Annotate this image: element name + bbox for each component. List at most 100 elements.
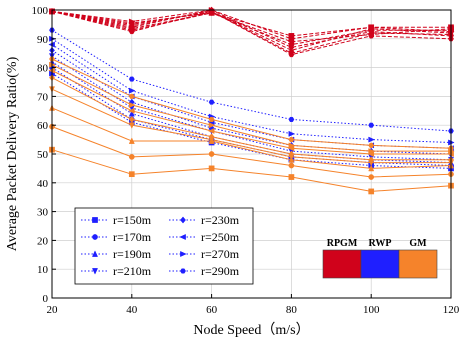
data-point	[128, 137, 135, 144]
series-rpgm-r-150m	[49, 8, 454, 39]
protocol-legend: RPGM RWP GM	[322, 238, 438, 279]
data-point	[368, 122, 375, 128]
series-line	[51, 10, 452, 43]
legend-label: r=210m	[113, 264, 152, 278]
data-point	[368, 188, 375, 195]
legend-marker	[92, 250, 98, 257]
series-rwp-r-170m	[49, 64, 454, 169]
y-tick-label: 30	[37, 207, 49, 219]
data-point	[368, 33, 375, 39]
data-point	[288, 142, 296, 149]
data-point	[208, 116, 215, 122]
series-gm-r-190m	[49, 104, 454, 172]
data-point	[128, 29, 135, 35]
series-line	[51, 10, 452, 54]
legend-label: r=150m	[113, 213, 152, 227]
legend-label: r=270m	[201, 247, 240, 261]
legend-marker	[179, 234, 186, 240]
series-line	[51, 10, 451, 46]
x-tick-label: 20	[47, 304, 59, 316]
data-point	[288, 174, 295, 180]
data-point	[208, 99, 215, 105]
series-rwp-r-290m	[49, 27, 454, 134]
series-rwp-r-190m	[49, 58, 454, 166]
data-point	[288, 43, 295, 51]
series-line	[51, 38, 452, 143]
data-point	[368, 174, 375, 180]
series-rpgm-r-290m	[49, 8, 454, 58]
series-line	[51, 29, 452, 132]
data-point	[128, 87, 136, 94]
series-rwp-r-270m	[49, 35, 455, 146]
protocol-swatch	[360, 249, 400, 279]
legend-marker	[92, 234, 98, 240]
series-line	[51, 9, 452, 48]
data-point	[368, 164, 375, 172]
series-rpgm-r-190m	[49, 7, 454, 54]
data-point	[208, 165, 215, 172]
data-point	[288, 150, 295, 158]
x-tick-label: 60	[206, 304, 218, 316]
data-point	[288, 35, 296, 42]
data-point	[368, 142, 375, 148]
legend-label: r=230m	[201, 213, 240, 227]
legend: r=150m r=230m r=170m r=250m r=190m r=270m r=21…	[74, 207, 254, 285]
series-line	[51, 77, 451, 161]
x-tick-label: 100	[363, 304, 380, 316]
y-tick-label: 10	[37, 264, 49, 276]
series-line	[51, 88, 451, 164]
data-point	[128, 107, 135, 114]
series-line	[51, 49, 452, 155]
series-line	[51, 64, 451, 152]
data-point	[128, 171, 135, 178]
series-line	[51, 58, 452, 149]
y-axis-label: Average Packet Delivery Ratio(%)	[5, 56, 20, 251]
legend-marker	[92, 217, 98, 223]
y-tick-label: 100	[32, 5, 49, 17]
legend-marker	[180, 216, 186, 224]
data-point	[207, 127, 215, 134]
legend-label: r=190m	[113, 247, 152, 261]
protocol-label: RWP	[369, 238, 392, 249]
series-line	[51, 10, 452, 51]
protocol-swatch	[398, 249, 438, 279]
data-point	[288, 52, 295, 58]
series-layer	[48, 6, 455, 195]
data-point	[208, 122, 216, 129]
data-point	[128, 115, 135, 123]
series-line	[51, 107, 452, 169]
legend-marker	[92, 268, 98, 275]
data-point	[128, 18, 136, 25]
y-tick-label: 50	[37, 149, 49, 161]
series-line	[51, 126, 452, 178]
data-point	[128, 93, 135, 99]
series-line	[51, 61, 452, 164]
data-point	[208, 133, 215, 141]
x-tick-label: 120	[443, 304, 459, 316]
y-tick-label: 60	[37, 120, 49, 132]
series-gm-r-230m	[49, 74, 454, 164]
series-line	[51, 55, 452, 161]
axes: 0 10 20 30 40 50 60 70 80 90 100 20 40 60 80 100 120	[32, 5, 459, 316]
data-point	[368, 156, 375, 164]
data-point	[128, 102, 136, 109]
x-tick-label: 80	[286, 304, 298, 316]
series-line	[51, 149, 452, 192]
series-line	[51, 70, 451, 155]
legend-label: r=290m	[201, 264, 240, 278]
data-point	[368, 148, 375, 155]
y-tick-label: 40	[37, 178, 49, 190]
y-tick-label: 20	[37, 235, 49, 247]
protocol-swatch	[322, 249, 362, 279]
data-point	[368, 136, 375, 143]
x-tick-label: 40	[126, 304, 138, 316]
legend-marker	[180, 251, 187, 257]
data-point	[368, 24, 375, 31]
y-tick-label: 70	[37, 91, 49, 103]
data-point	[288, 116, 295, 122]
data-point	[288, 137, 295, 143]
legend-label: r=250m	[201, 230, 240, 244]
legend-marker	[180, 268, 186, 274]
series-rwp-r-230m	[49, 46, 454, 158]
